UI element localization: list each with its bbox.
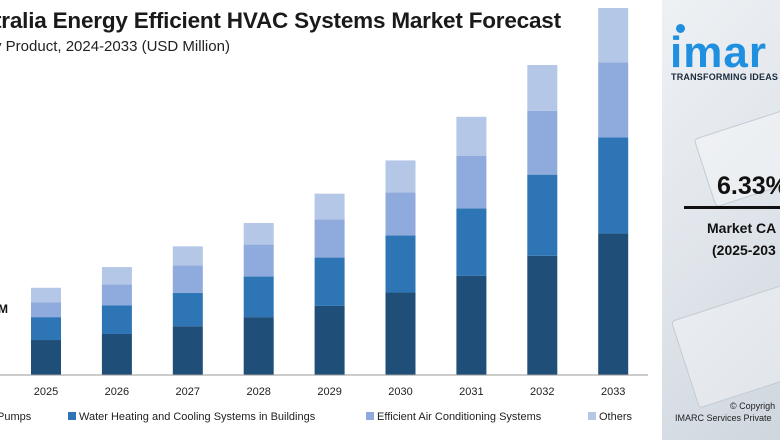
x-tick-label: 2027 <box>176 386 200 398</box>
bar-2030-efficient-air-conditioning-systems <box>385 192 416 236</box>
bar-2026-pumps <box>101 333 132 375</box>
legend-label: Water Heating and Cooling Systems in Bui… <box>79 411 316 423</box>
bar-2025-efficient-air-conditioning-systems <box>31 302 61 318</box>
cagr-divider <box>684 206 780 209</box>
bar-2032-pumps <box>527 255 558 375</box>
bar-2028-water-heating-and-cooling-systems-in-buildings <box>243 276 274 318</box>
cagr-label: Market CA <box>707 220 777 236</box>
bar-2025-water-heating-and-cooling-systems-in-buildings <box>31 317 61 341</box>
legend-label: Others <box>599 411 633 423</box>
legend-label: Efficient Air Conditioning Systems <box>377 411 542 423</box>
stacked-bar-chart: 202520262027202820292030203120322033USD2… <box>0 0 648 423</box>
bar-2027-others <box>172 246 203 266</box>
legend-swatch <box>588 412 596 420</box>
bar-2026-water-heating-and-cooling-systems-in-buildings <box>101 305 132 334</box>
bar-2029-water-heating-and-cooling-systems-in-buildings <box>314 257 345 306</box>
x-tick-label: 2029 <box>317 386 341 398</box>
bar-2028-others <box>243 223 274 245</box>
bar-2028-pumps <box>243 317 274 375</box>
bar-2030-pumps <box>385 292 416 375</box>
company-name: IMARC Services Private <box>675 413 772 423</box>
logo-tagline: TRANSFORMING IDEAS <box>671 72 779 82</box>
chart-title: tralia Energy Efficient HVAC Systems Mar… <box>0 8 561 33</box>
imarc-logo: imar <box>670 28 767 77</box>
cagr-period: (2025-203 <box>712 242 776 258</box>
imarc-side-panel <box>662 0 780 440</box>
bar-2026-efficient-air-conditioning-systems <box>101 284 132 306</box>
bar-2033-water-heating-and-cooling-systems-in-buildings <box>598 137 629 234</box>
bar-2029-pumps <box>314 305 345 375</box>
bar-2027-water-heating-and-cooling-systems-in-buildings <box>172 292 203 327</box>
bar-2027-efficient-air-conditioning-systems <box>172 265 203 293</box>
cagr-value: 6.33% <box>717 172 780 200</box>
bar-2029-efficient-air-conditioning-systems <box>314 219 345 258</box>
bar-2029-others <box>314 193 345 220</box>
bar-2026-others <box>101 267 132 285</box>
bar-2032-water-heating-and-cooling-systems-in-buildings <box>527 174 558 256</box>
decor-card <box>670 283 780 409</box>
bar-2030-others <box>385 160 416 193</box>
chart-subtitle: y Product, 2024-2033 (USD Million) <box>0 38 230 55</box>
left-annotation: M <box>0 302 8 316</box>
bar-2027-pumps <box>172 326 203 375</box>
bar-2031-efficient-air-conditioning-systems <box>456 155 487 209</box>
x-tick-label: 2028 <box>246 386 270 398</box>
x-tick-label: 2026 <box>105 386 129 398</box>
total-label-value: 2,716.68 M <box>583 0 643 1</box>
x-tick-label: 2025 <box>34 386 58 398</box>
bar-2030-water-heating-and-cooling-systems-in-buildings <box>385 235 416 293</box>
bar-2025-others <box>31 287 61 303</box>
copyright-text: © Copyrigh <box>730 401 776 411</box>
legend-swatch <box>68 412 76 420</box>
bar-2031-water-heating-and-cooling-systems-in-buildings <box>456 208 487 276</box>
bar-2033-pumps <box>598 233 629 375</box>
bar-2028-efficient-air-conditioning-systems <box>243 244 274 277</box>
bar-2033-others <box>598 8 629 63</box>
legend-label: Pumps <box>0 411 32 423</box>
x-tick-label: 2033 <box>601 386 625 398</box>
bar-2031-pumps <box>456 275 487 375</box>
logo-dot-icon <box>676 24 685 33</box>
bar-2025-pumps <box>31 340 61 375</box>
legend-swatch <box>366 412 374 420</box>
bar-2031-others <box>456 116 487 156</box>
bar-2032-efficient-air-conditioning-systems <box>527 110 558 175</box>
bar-2033-efficient-air-conditioning-systems <box>598 62 629 138</box>
x-tick-label: 2031 <box>459 386 483 398</box>
x-tick-label: 2030 <box>388 386 412 398</box>
bar-2032-others <box>527 64 558 111</box>
x-tick-label: 2032 <box>530 386 554 398</box>
